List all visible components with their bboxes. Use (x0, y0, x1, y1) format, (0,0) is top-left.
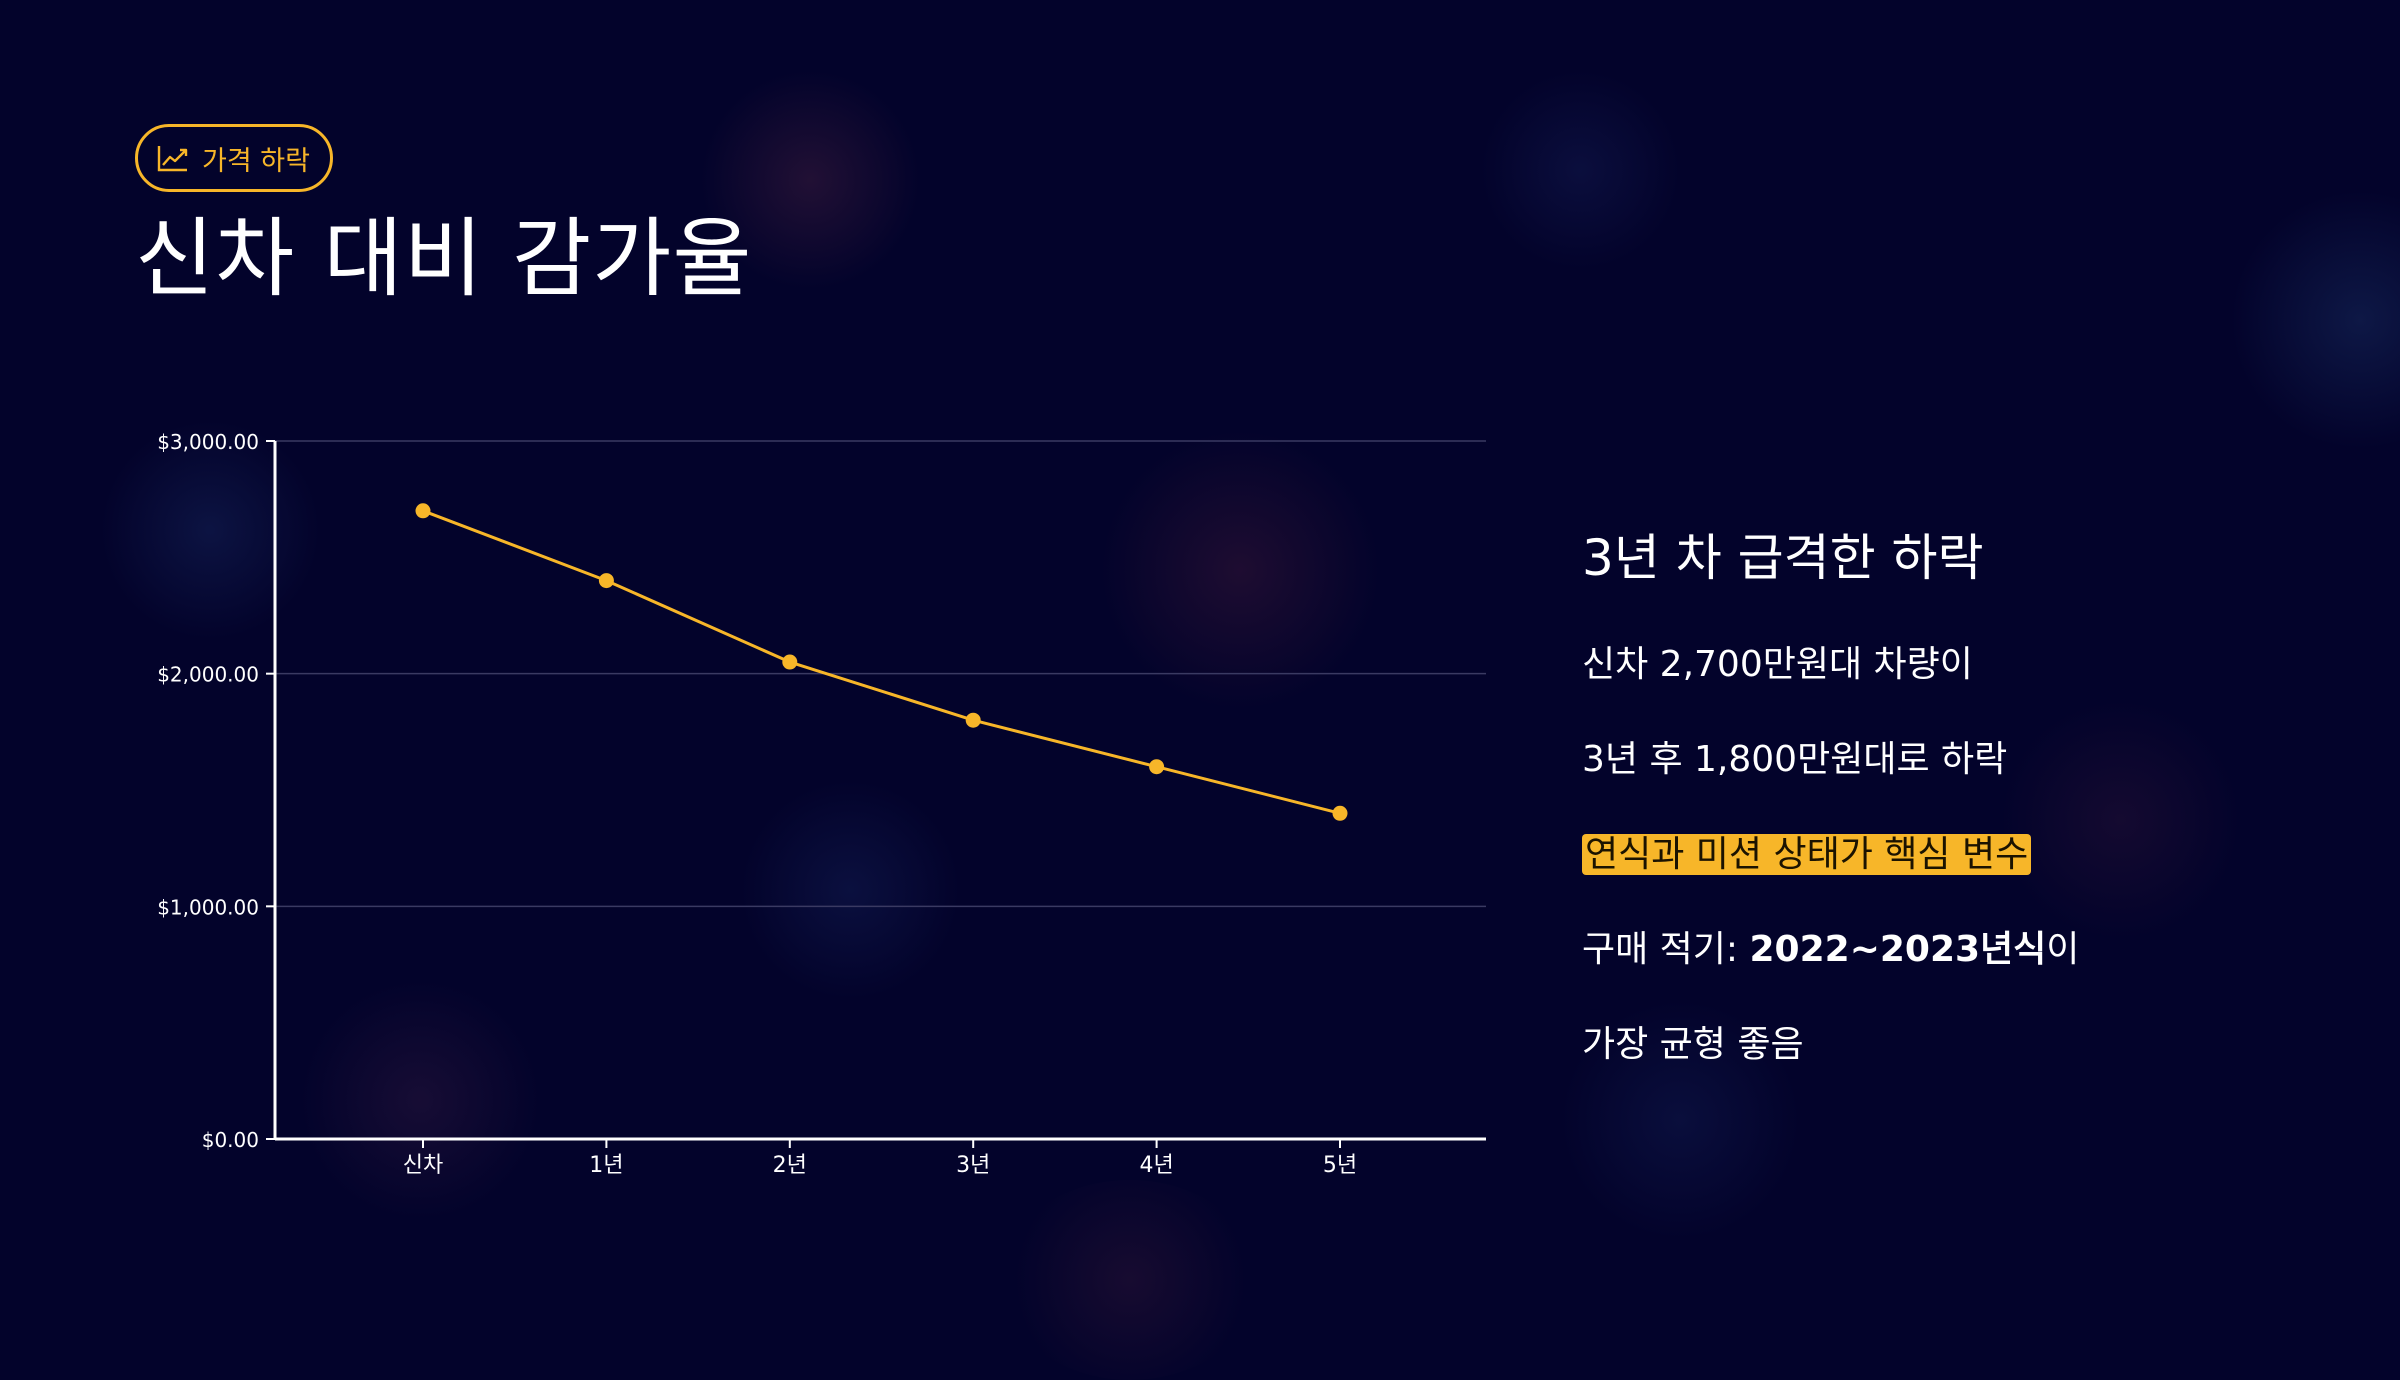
depreciation-line-chart: $0.00 $1,000.00 $2,000.00 $3,000.00 신차 1년 2년 3… (157, 430, 1486, 1178)
summary-heading: 3년 차 급격한 하락 (1582, 529, 1984, 587)
background-glow (2230, 190, 2400, 450)
recommended-years: 2022~2023년식 (1749, 929, 2047, 970)
data-point (965, 712, 981, 728)
data-point (1332, 805, 1348, 821)
summary-line-5: 가장 균형 좋음 (1582, 1024, 1804, 1065)
summary-line-2: 3년 후 1,800만원대로 하락 (1582, 739, 2008, 780)
y-tick-label: $1,000.00 (157, 895, 259, 919)
summary-line-4: 구매 적기: 2022~2023년식이 (1582, 923, 2342, 977)
chart-series (415, 503, 1348, 821)
summary-line-4-prefix: 구매 적기: (1582, 929, 1750, 970)
y-tick-label: $3,000.00 (157, 430, 259, 454)
y-tick-label: $2,000.00 (157, 663, 259, 687)
highlighted-text: 연식과 미션 상태가 핵심 변수 (1582, 834, 2032, 875)
x-tick-label: 3년 (956, 1153, 990, 1178)
x-tick-label: 4년 (1139, 1153, 1173, 1178)
x-tick-label: 5년 (1323, 1153, 1357, 1178)
data-point (415, 503, 431, 519)
chart-axes (273, 441, 1486, 1141)
x-tick-label: 신차 (403, 1153, 443, 1178)
x-axis-ticks: 신차 1년 2년 3년 4년 5년 (403, 1139, 1357, 1178)
category-badge: 가격 하락 (135, 124, 333, 192)
summary-line-1: 신차 2,700만원대 차량이 (1582, 644, 1973, 685)
summary-panel: 3년 차 급격한 하락 신차 2,700만원대 차량이 3년 후 1,800만원… (1582, 520, 2342, 1113)
data-point (1149, 759, 1165, 775)
badge-label: 가격 하락 (202, 145, 310, 177)
summary-line-3: 연식과 미션 상태가 핵심 변수 (1582, 828, 2342, 882)
series-line (422, 509, 1341, 815)
data-point (598, 573, 614, 589)
grid-lines (275, 440, 1486, 908)
x-tick-label: 1년 (589, 1153, 623, 1178)
summary-line-4-suffix: 이 (2046, 929, 2080, 970)
data-point (782, 654, 798, 670)
page-title: 신차 대비 감가율 (135, 209, 753, 309)
x-tick-label: 2년 (773, 1153, 807, 1178)
trending-up-icon (156, 143, 190, 173)
y-axis-ticks: $0.00 $1,000.00 $2,000.00 $3,000.00 (157, 430, 275, 1152)
y-tick-label: $0.00 (202, 1128, 259, 1152)
